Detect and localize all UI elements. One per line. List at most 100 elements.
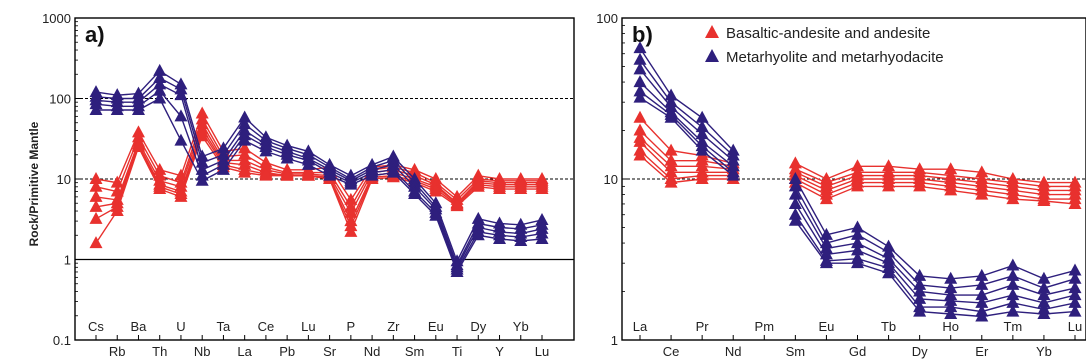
data-point (664, 175, 678, 188)
data-point (89, 172, 103, 184)
chart-panel-a: 0.1 1 10 100 1000 Cs Rb Ba Th U Nb Ta La Ce Pb Lu Sr P Nd Z… (27, 11, 575, 359)
series-line (639, 97, 1076, 318)
data-point (788, 207, 802, 220)
data-point (471, 228, 485, 241)
data-point (633, 90, 647, 103)
plot-frame (621, 17, 1086, 341)
series-line (95, 83, 543, 270)
legend-label: Metarhyolite and metarhyodacite (726, 49, 944, 66)
data-point (408, 187, 422, 200)
data-point (695, 172, 709, 184)
data-point (913, 268, 927, 281)
data-point (110, 204, 124, 217)
plot-frame (74, 17, 575, 341)
data-point (664, 165, 678, 178)
element-label: Gd (849, 344, 866, 359)
data-point (1037, 271, 1051, 284)
data-point (788, 179, 802, 192)
series-line (95, 69, 543, 264)
data-point (944, 271, 958, 284)
element-label: P (347, 319, 356, 334)
data-point (851, 220, 864, 233)
element-label: Lu (535, 344, 549, 359)
data-point (882, 266, 896, 279)
element-label: Ce (258, 319, 275, 334)
data-point (174, 189, 188, 202)
data-point (450, 199, 464, 212)
data-point (344, 177, 358, 190)
data-point (238, 165, 252, 178)
data-point (851, 227, 864, 240)
data-point (280, 151, 294, 164)
data-point (89, 199, 103, 212)
series-line (639, 81, 1076, 304)
element-label: Ta (217, 319, 232, 334)
data-point (1037, 295, 1051, 308)
series-line (95, 117, 542, 209)
element-label: Y (495, 344, 504, 359)
element-label: Cs (88, 319, 104, 334)
data-point (450, 264, 464, 277)
data-point (1037, 194, 1051, 207)
series-line (639, 47, 1076, 280)
data-point (851, 256, 864, 269)
data-point (1037, 288, 1051, 301)
element-label: U (176, 319, 185, 334)
element-label: Ce (663, 344, 680, 359)
data-point (851, 236, 864, 249)
data-point (913, 304, 927, 317)
data-point (633, 123, 647, 136)
element-label: Zr (387, 319, 400, 334)
data-point (882, 245, 896, 258)
data-point (633, 84, 647, 97)
element-label: Lu (1068, 319, 1082, 334)
element-label: Pb (279, 344, 295, 359)
data-point (344, 224, 358, 237)
data-point (259, 168, 273, 181)
data-point (89, 236, 103, 249)
data-point (301, 157, 315, 170)
data-point (365, 168, 379, 181)
data-point (1068, 295, 1082, 308)
data-point (788, 172, 802, 184)
data-point (301, 168, 315, 181)
data-point (913, 277, 927, 290)
element-label: Sm (405, 344, 425, 359)
data-point (195, 173, 209, 186)
series-line (95, 77, 543, 267)
data-point (944, 293, 958, 306)
data-point (493, 182, 507, 195)
data-point (944, 300, 958, 313)
panel-label: a) (85, 22, 105, 47)
y-tick-label: 10 (57, 172, 71, 187)
data-point (788, 196, 802, 209)
element-label: Ba (131, 319, 148, 334)
data-point (664, 110, 678, 123)
element-label: Ti (452, 344, 462, 359)
data-point (695, 159, 709, 172)
data-point (153, 77, 167, 90)
data-point (944, 307, 958, 320)
data-point (633, 75, 647, 88)
element-label: Eu (428, 319, 444, 334)
data-point (633, 148, 647, 161)
data-point (819, 256, 833, 269)
data-point (726, 168, 740, 181)
data-point (153, 83, 167, 96)
data-point (323, 168, 337, 181)
element-label: Eu (818, 319, 834, 334)
element-label: Nd (364, 344, 381, 359)
y-tick-label: 0.1 (53, 333, 71, 348)
data-point (695, 120, 709, 133)
data-point (788, 213, 802, 226)
data-point (1006, 288, 1020, 301)
data-point (89, 102, 103, 115)
data-point (633, 110, 647, 123)
element-label: Nd (725, 344, 742, 359)
data-point (975, 187, 989, 200)
data-point (280, 168, 294, 181)
data-point (975, 165, 989, 178)
data-point (174, 133, 188, 146)
legend-marker (705, 25, 719, 38)
element-label: Sm (786, 344, 806, 359)
